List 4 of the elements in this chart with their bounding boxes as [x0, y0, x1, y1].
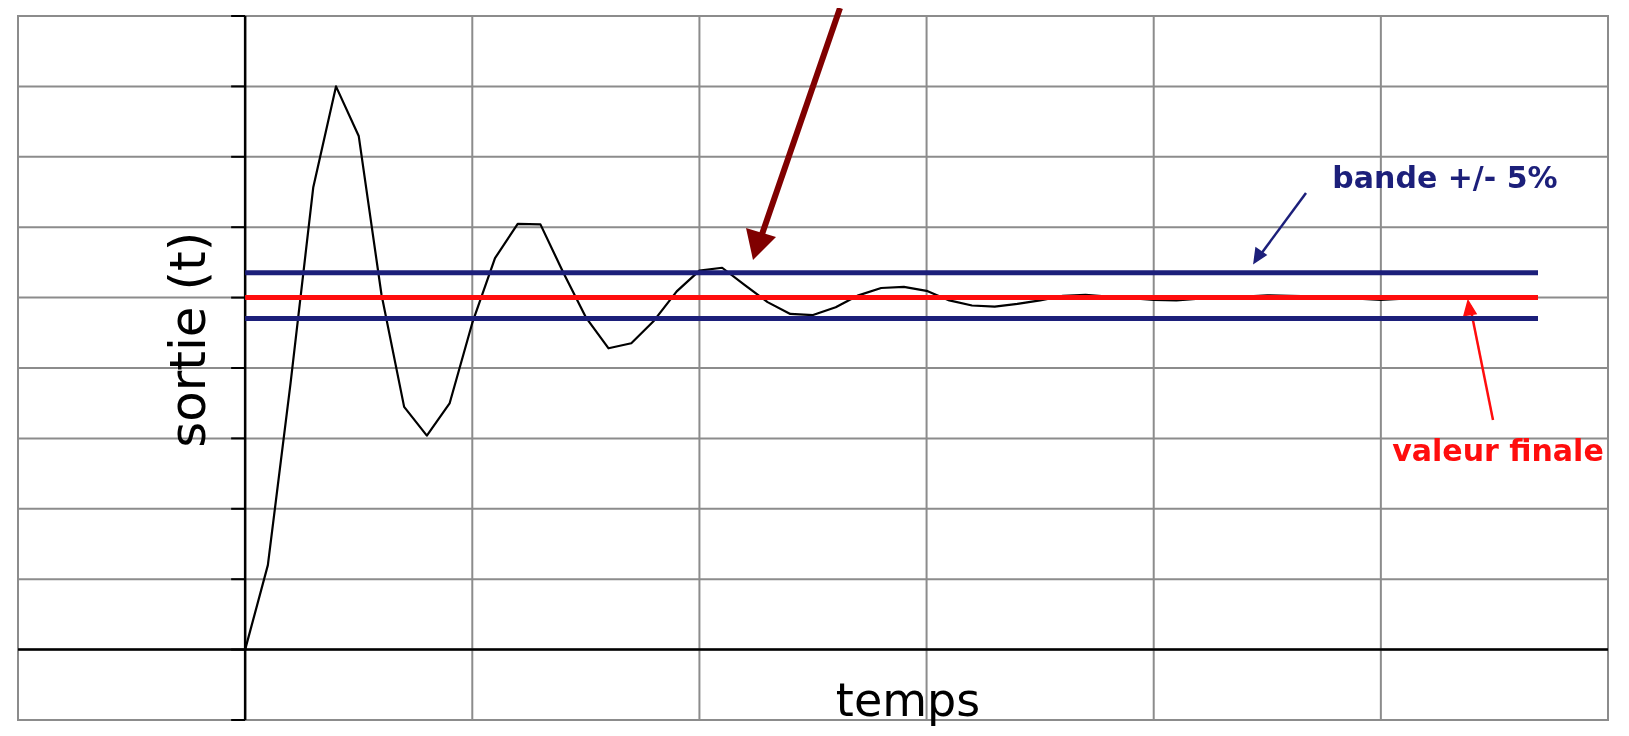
ref-line-label: valeur finale [1392, 433, 1604, 468]
y-axis-title: sortie (t) [159, 231, 218, 448]
ref-line-label: bande +/- 5% [1332, 160, 1558, 195]
x-axis-title: temps [835, 673, 981, 727]
